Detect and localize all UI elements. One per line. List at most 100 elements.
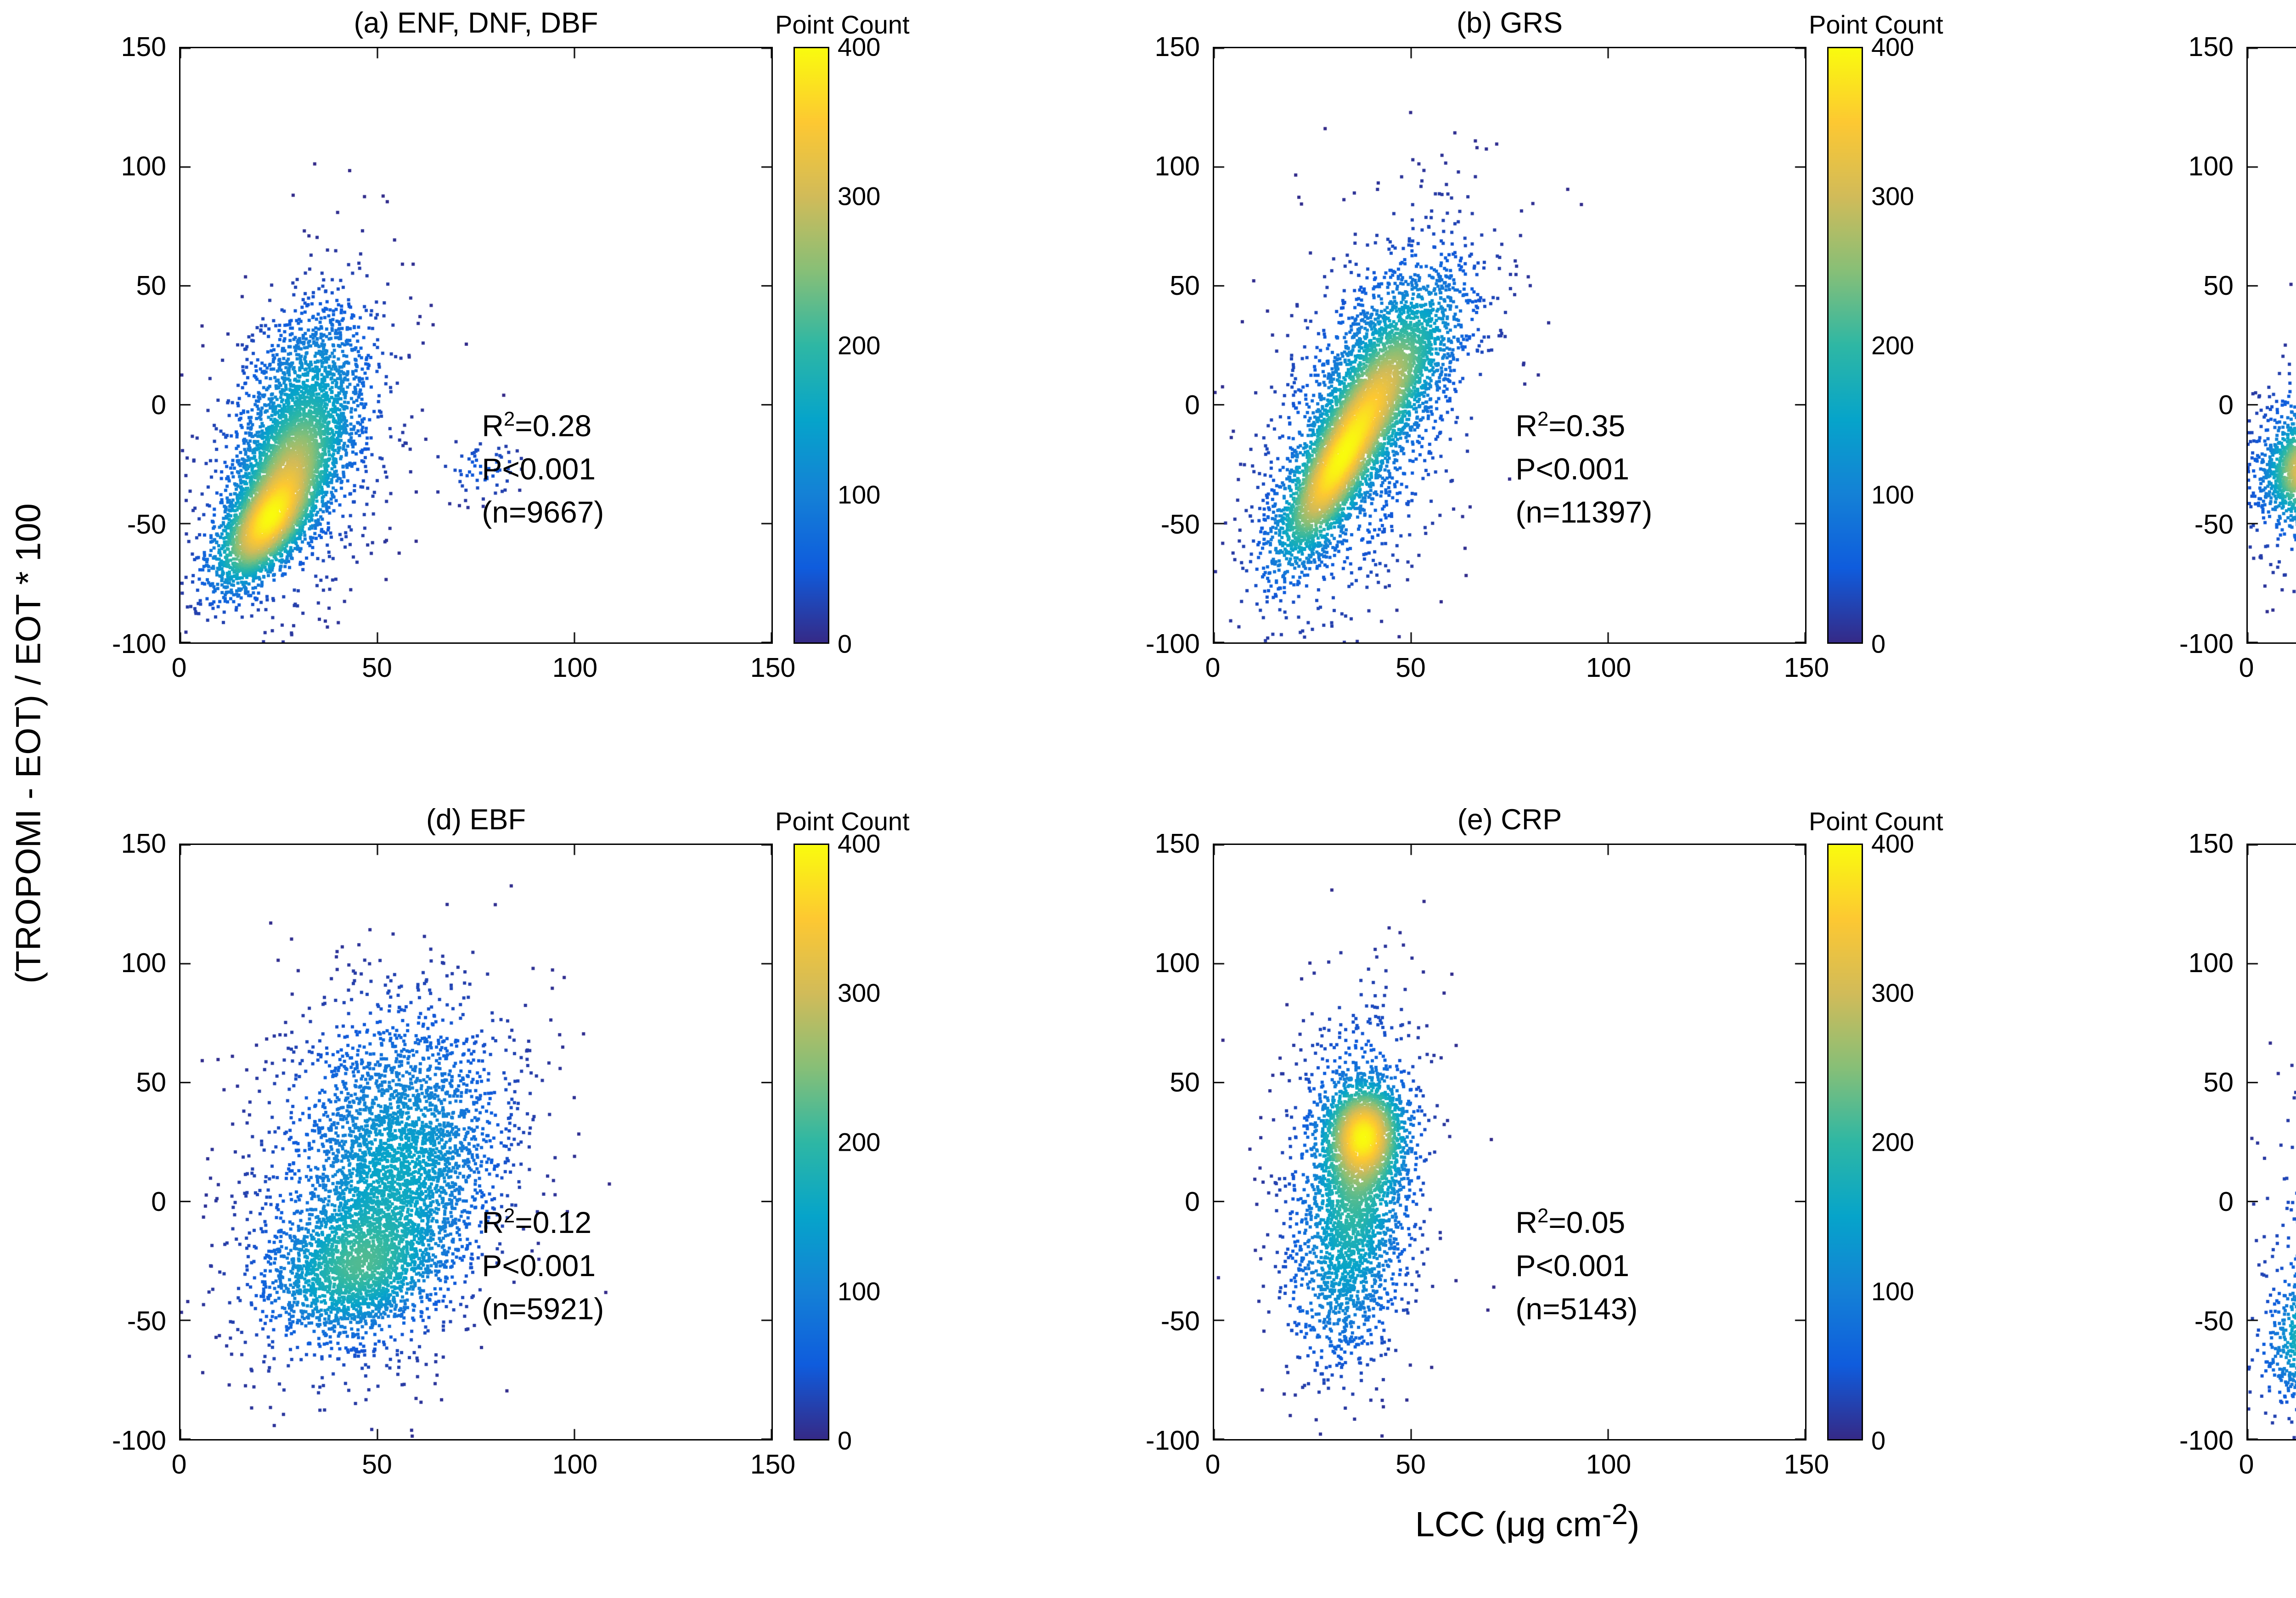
y-tick-label: 100 [121,151,166,181]
colorbar-tick-label: 400 [1871,829,1914,858]
x-tick-label: 50 [362,653,392,683]
y-tick-label: 100 [1154,151,1200,181]
colorbar-tick-label: 400 [838,829,881,858]
colorbar-tick-label: 200 [1871,331,1914,360]
x-tick-label: 50 [1396,1449,1426,1480]
r2-value: R2=0.12 [482,1205,592,1240]
colorbar-ticks: 0 100 200 300 400 [829,33,910,658]
colorbar [1827,47,1863,644]
x-tick-label: 0 [1205,653,1221,683]
y-tick-label: 50 [136,1067,166,1097]
colorbar-title: Point Count [1809,807,1943,836]
y-tick-label: 150 [2188,32,2234,62]
y-tick-label: 0 [1185,390,1200,420]
r2-value: R2=0.28 [482,408,592,443]
x-tick-label: 50 [1396,653,1426,683]
colorbar-tick-label: 0 [1871,629,1886,658]
sample-size: (n=11397) [1515,495,1653,529]
plot-area: R2=0.05 P<0.001 (n=5143) [1213,844,1806,1440]
panel-title: (f) All PFTs [2246,803,2296,844]
panel-title: (e) CRP [1457,804,1562,836]
r2-value: R2=0.35 [1515,408,1626,443]
y-tick-label: -100 [1145,629,1200,659]
colorbar-tick-label: 300 [838,181,881,211]
colorbar-ticks: 0 100 200 300 400 [1863,33,1943,658]
x-axis-ticks: 0 50 100 150 [1205,1440,1829,1480]
panel-e: (e) CRP Point Count -100 -50 0 50 100 150 R2=… [1112,802,1943,1480]
colorbar-tick-label: 300 [1871,978,1914,1007]
y-tick-label: 150 [1154,828,1200,859]
panel-d: (d) EBF Point Count -100 -50 0 50 100 150 R2=… [78,802,910,1480]
y-tick-label: 0 [2218,390,2234,420]
plot-area: R2=0.0004 P=0.13 (n=5640) [2246,47,2296,644]
x-axis-label: LCC (μg cm-2) [1415,1498,1640,1544]
x-tick-label: 150 [750,1449,796,1480]
colorbar-tick-label: 0 [838,1426,852,1455]
x-tick-label: 150 [1784,653,1829,683]
y-axis-ticks: -100 -50 0 50 100 150 [78,828,179,1456]
y-tick-label: 0 [1185,1187,1200,1217]
x-tick-label: 100 [552,1449,598,1480]
y-tick-label: 150 [1154,32,1200,62]
panel-title: (d) EBF [426,804,526,836]
stats-annotation: R2=0.28 P<0.001 (n=9667) [482,405,604,534]
x-tick-label: 0 [171,653,187,683]
row-bottom: (d) EBF Point Count -100 -50 0 50 100 150 R2=… [78,802,2296,1480]
row-top: (a) ENF, DNF, DBF Point Count -100 -50 0 50… [78,6,2296,683]
y-tick-label: 150 [121,32,166,62]
colorbar-tick-label: 300 [838,978,881,1007]
stats-annotation: R2=0.05 P<0.001 (n=5143) [1515,1201,1638,1330]
y-axis-ticks: -100 -50 0 50 100 150 [1112,828,1213,1456]
scatter-canvas [1214,48,1805,642]
y-tick-label: -100 [1145,1425,1200,1456]
x-tick-label: 50 [362,1449,392,1480]
y-tick-label: -100 [112,629,166,659]
y-tick-label: 150 [2188,828,2234,859]
sample-size: (n=9667) [482,495,604,529]
y-tick-label: -50 [1160,1306,1200,1336]
x-tick-label: 100 [1586,1449,1632,1480]
y-tick-label: -100 [112,1425,166,1456]
panel-a: (a) ENF, DNF, DBF Point Count -100 -50 0 50… [78,6,910,683]
y-tick-label: 100 [2188,948,2234,978]
y-tick-label: 50 [2203,270,2234,301]
stats-annotation: R2=0.12 P<0.001 (n=5921) [482,1201,604,1330]
colorbar-tick-label: 100 [838,480,881,509]
y-tick-label: 100 [1154,948,1200,978]
panel-title: (a) ENF, DNF, DBF [354,7,598,39]
p-value: P<0.001 [1515,452,1630,486]
y-tick-label: 50 [2203,1067,2234,1097]
sample-size: (n=5143) [1515,1291,1638,1326]
colorbar-ticks: 0 100 200 300 400 [1863,829,1943,1455]
y-tick-label: -50 [2194,1306,2234,1336]
y-axis-ticks: -100 -50 0 50 100 150 [2145,32,2246,659]
scatter-canvas [180,845,771,1439]
colorbar [1827,844,1863,1440]
x-tick-label: 0 [2239,1449,2254,1480]
colorbar-tick-label: 300 [1871,181,1914,211]
panel-f: (f) All PFTs Point Count -100-5005010015… [2145,802,2296,1480]
stats-annotation: R2=0.35 P<0.001 (n=11397) [1515,405,1652,534]
scatter-canvas [2248,845,2296,1439]
scatter-canvas [2248,48,2296,642]
plot-area: R2=0.28 P<0.001 (n=9667) [179,47,773,644]
panel-b: (b) GRS Point Count -100 -50 0 50 100 150 R2=… [1112,6,1943,683]
panel-title: (b) GRS [1456,7,1563,39]
scatter-canvas [180,48,771,642]
y-tick-label: 50 [1170,270,1200,301]
y-axis-ticks: -100 -50 0 50 100 150 [78,32,179,659]
y-tick-label: 0 [2218,1187,2234,1217]
y-tick-label: -50 [127,509,166,540]
y-tick-label: 0 [151,1187,166,1217]
colorbar-tick-label: 0 [1871,1426,1886,1455]
x-tick-label: 0 [1205,1449,1221,1480]
colorbar-tick-label: 100 [838,1277,881,1306]
colorbar-tick-label: 200 [838,331,881,360]
colorbar-tick-label: 100 [1871,480,1914,509]
p-value: P<0.001 [482,452,596,486]
x-tick-label: 150 [1784,1449,1829,1480]
y-axis-label: (TROPOMI - EOT) / EOT * 100 [9,503,48,984]
